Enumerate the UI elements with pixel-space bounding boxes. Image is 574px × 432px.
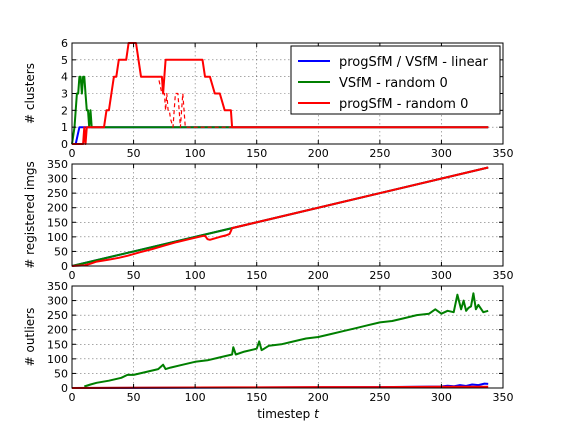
y-tick-label: 0	[61, 382, 68, 395]
x-tick-label: 250	[369, 147, 390, 160]
x-tick-label: 200	[308, 147, 329, 160]
x-tick-label: 50	[127, 269, 141, 282]
y-axis-label: # registered imgs	[23, 161, 37, 269]
y-tick-label: 3	[61, 88, 68, 101]
y-axis-label: # clusters	[23, 63, 37, 124]
x-tick-label: 300	[431, 269, 452, 282]
y-axis-label: # outliers	[23, 308, 37, 367]
legend-label: progSfM / VSfM - linear	[339, 55, 489, 70]
legend-label: progSfM - random 0	[339, 97, 468, 112]
panel-2: 0 50 100 150 200 250 300 3500501001502002503003…	[23, 158, 514, 282]
y-tick-label: 4	[61, 71, 68, 84]
x-tick-label: 0	[69, 391, 76, 404]
x-tick-label: 0	[69, 147, 76, 160]
y-tick-label: 100	[47, 231, 68, 244]
y-tick-label: 2	[61, 104, 68, 117]
x-tick-label: 100	[185, 147, 206, 160]
series-line	[72, 42, 489, 145]
x-tick-label: 350	[493, 147, 514, 160]
y-tick-label: 0	[61, 138, 68, 151]
y-tick-label: 350	[47, 158, 68, 171]
y-tick-label: 350	[47, 280, 68, 293]
x-tick-label: 200	[308, 391, 329, 404]
x-tick-label: 350	[493, 391, 514, 404]
x-tick-label: 250	[369, 391, 390, 404]
panel-3: 0 50 100 150 200 250 300 3500501001502002503003…	[23, 280, 514, 404]
y-tick-label: 250	[47, 309, 68, 322]
x-tick-label: 150	[246, 269, 267, 282]
x-tick-label: 350	[493, 269, 514, 282]
y-tick-label: 250	[47, 187, 68, 200]
y-tick-label: 5	[61, 54, 68, 67]
y-tick-label: 100	[47, 353, 68, 366]
y-tick-label: 150	[47, 216, 68, 229]
x-tick-label: 150	[246, 391, 267, 404]
x-tick-label: 300	[431, 391, 452, 404]
x-tick-label: 200	[308, 269, 329, 282]
y-tick-label: 150	[47, 338, 68, 351]
y-tick-label: 200	[47, 202, 68, 215]
y-tick-label: 300	[47, 295, 68, 308]
series-line	[83, 292, 489, 388]
y-tick-label: 50	[54, 367, 68, 380]
series-line	[72, 126, 489, 145]
x-tick-label: 100	[185, 269, 206, 282]
plot-frame	[71, 163, 504, 267]
y-tick-label: 0	[61, 260, 68, 273]
y-tick-label: 1	[61, 121, 68, 134]
plot-frame	[71, 285, 504, 389]
x-tick-label: 100	[185, 391, 206, 404]
y-tick-label: 300	[47, 173, 68, 186]
y-tick-label: 50	[54, 245, 68, 258]
legend: progSfM / VSfM - linear VSfM - random 0 pr…	[290, 45, 501, 115]
x-tick-label: 50	[127, 391, 141, 404]
x-tick-label: 250	[369, 269, 390, 282]
x-tick-label: 50	[127, 147, 141, 160]
x-tick-label: 150	[246, 147, 267, 160]
x-tick-label: 300	[431, 147, 452, 160]
x-tick-label: 0	[69, 269, 76, 282]
x-axis-label: timestep t	[257, 407, 320, 421]
series-line	[71, 166, 489, 267]
y-tick-label: 6	[61, 37, 68, 50]
y-tick-label: 200	[47, 324, 68, 337]
legend-label: VSfM - random 0	[339, 76, 448, 91]
